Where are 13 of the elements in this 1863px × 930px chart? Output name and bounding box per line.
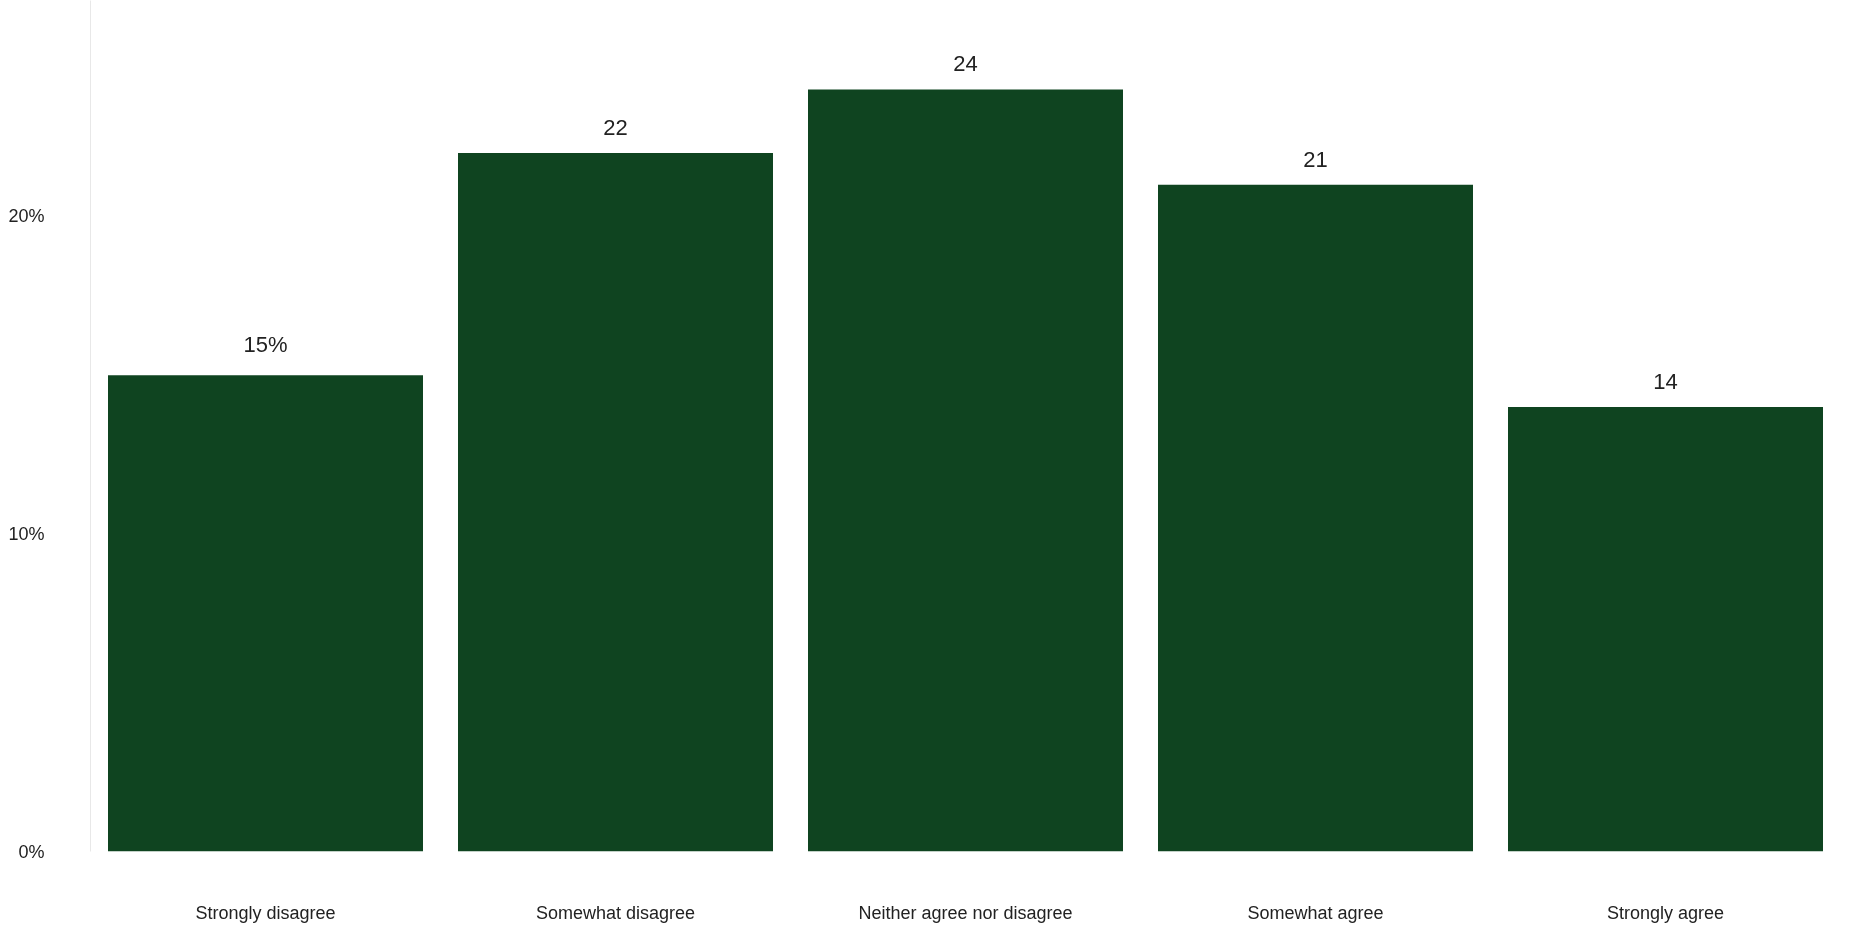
data-label: 24 [953,51,978,77]
y-tick-label: 10% [8,523,45,544]
x-tick-label: Strongly agree [1606,902,1725,923]
y-tick-label: 0% [18,841,45,862]
data-label: 14 [1653,368,1678,394]
x-tick-label: Neither agree nor disagree [858,902,1073,923]
y-tick-label: 20% [8,206,45,227]
x-tick-label: Somewhat disagree [535,902,696,923]
data-label: 21 [1303,146,1328,172]
data-label: 22 [603,114,628,140]
x-tick-label: Strongly disagree [195,902,336,923]
data-label: 15% [243,332,288,358]
x-tick-label: Somewhat agree [1247,902,1384,923]
